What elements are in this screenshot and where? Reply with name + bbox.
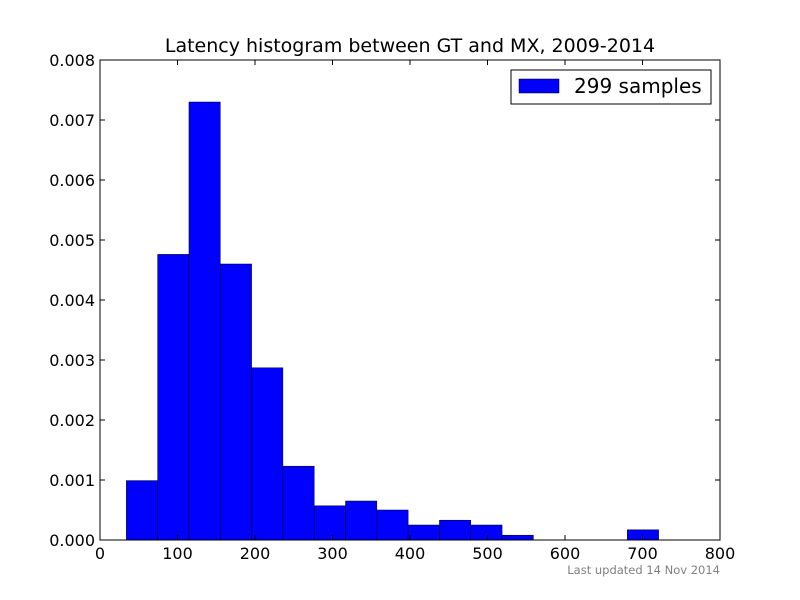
bars-group [126,101,659,541]
ticks-group: 0 100 200 300 400 500 600 700 800 0.000 0.001 0.002… [49,51,735,563]
y-tick-label: 0.005 [49,231,95,250]
histogram-bar [157,254,190,541]
histogram-bar [126,480,158,541]
x-tick-label: 500 [472,544,503,563]
histogram-bar [345,500,378,541]
y-tick-label: 0.008 [49,51,95,70]
x-tick-label: 200 [240,544,271,563]
histogram-bar [282,465,315,541]
legend: 299 samples [510,69,712,105]
x-tick-label: 400 [395,544,426,563]
y-tick-label: 0.000 [49,531,95,550]
histogram-bar [501,534,534,541]
x-tick-label: 0 [95,544,105,563]
x-tick-label: 300 [317,544,348,563]
histogram-bar [313,505,346,541]
y-tick-label: 0.007 [49,111,95,130]
x-tick-label: 700 [627,544,658,563]
histogram-bar [407,524,440,541]
y-tick-label: 0.002 [49,411,95,430]
y-tick-label: 0.006 [49,171,95,190]
x-tick-label: 800 [705,544,736,563]
legend-swatch [518,78,560,94]
chart-title: Latency histogram between GT and MX, 200… [165,35,655,57]
x-tick-label: 600 [550,544,581,563]
x-tick-label: 100 [162,544,193,563]
histogram-bar [376,509,409,541]
last-updated-note: Last updated 14 Nov 2014 [567,563,720,577]
y-tick-label: 0.003 [49,351,95,370]
y-tick-label: 0.001 [49,471,95,490]
histogram-bar [470,524,503,541]
histogram-bar [188,101,221,541]
histogram-bar [439,519,472,541]
legend-label: 299 samples [574,74,702,98]
y-tick-label: 0.004 [49,291,95,310]
histogram-bar [220,263,252,541]
histogram-bar [251,367,284,541]
